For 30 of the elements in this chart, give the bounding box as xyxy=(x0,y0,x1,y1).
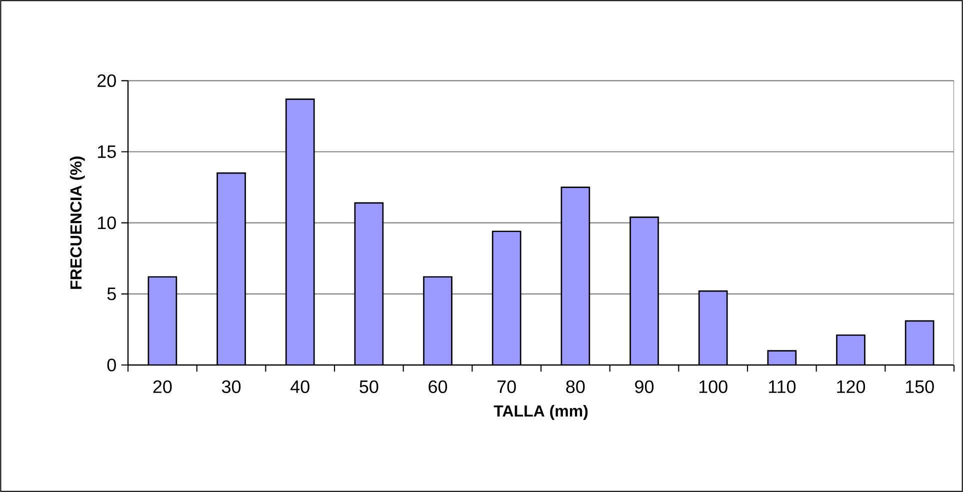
bar xyxy=(148,276,176,365)
y-tick-label: 0 xyxy=(107,358,116,372)
bar xyxy=(424,276,452,365)
x-tick-label: 30 xyxy=(222,380,241,394)
bar xyxy=(217,173,246,365)
x-tick-label: 40 xyxy=(290,380,310,394)
bar xyxy=(354,202,383,365)
y-tick-label: 5 xyxy=(107,288,116,300)
y-axis-title: FRECUENCIA (%) xyxy=(70,156,85,289)
x-tick-label: 90 xyxy=(635,380,654,394)
x-tick-label: 150 xyxy=(906,380,934,394)
x-tick-label: 20 xyxy=(153,380,172,394)
bar xyxy=(492,231,521,365)
bar xyxy=(699,291,728,365)
bar xyxy=(286,99,314,365)
x-tick-label: 120 xyxy=(837,380,866,394)
y-tick-label: 20 xyxy=(98,74,116,88)
bar xyxy=(630,217,658,365)
x-tick-label: 80 xyxy=(566,380,585,394)
x-tick-label: 50 xyxy=(360,380,378,394)
bar xyxy=(836,335,865,365)
x-axis-title: TALLA (mm) xyxy=(494,404,588,420)
bar xyxy=(904,320,934,365)
x-tick-label: 110 xyxy=(768,380,796,394)
x-tick-label: 70 xyxy=(498,380,516,394)
x-tick-label: 100 xyxy=(699,380,728,394)
x-tick-label: 60 xyxy=(428,380,448,394)
y-tick-label: 15 xyxy=(98,145,116,158)
y-tick-label: 10 xyxy=(98,216,116,230)
bar xyxy=(561,187,590,365)
